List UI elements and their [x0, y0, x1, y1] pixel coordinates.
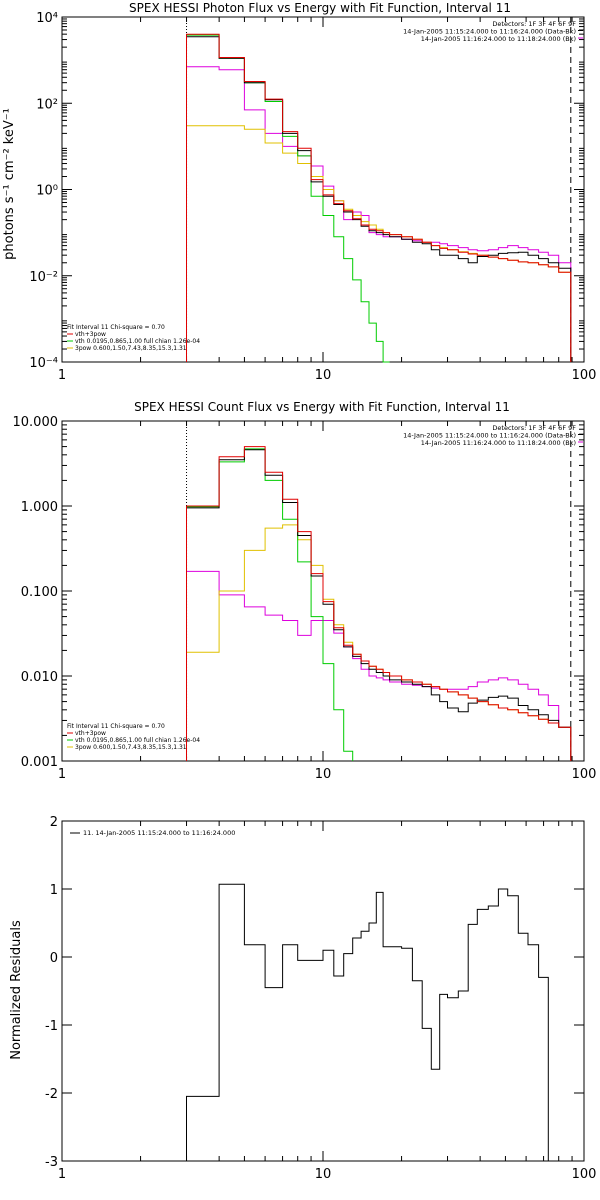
y-tick-label: -2 — [45, 1087, 58, 1102]
y-tick-label: 0.010 — [21, 670, 58, 685]
y-tick-label: -3 — [45, 1155, 58, 1170]
x-tick-label: 1 — [58, 368, 66, 383]
y-tick-label: 10⁻² — [29, 270, 58, 285]
x-tick-label: 100 — [572, 767, 597, 782]
y-tick-label: 10² — [36, 97, 58, 112]
count-flux-legend: Fit Interval 11 Chi-square = 0.70vth+3po… — [67, 723, 200, 751]
y-tick-label: 2 — [50, 815, 58, 830]
photon-flux-title: SPEX HESSI Photon Flux vs Energy with Fi… — [129, 1, 511, 15]
series-bk — [186, 570, 572, 761]
y-tick-label: -1 — [45, 1019, 58, 1034]
series-3pow — [186, 524, 572, 761]
legend-entry: vth+3pow — [75, 331, 106, 338]
residuals-legend: 11. 14-Jan-2005 11:15:24.000 to 11:16:24… — [70, 829, 235, 837]
series-residuals — [186, 883, 571, 1162]
series-vth-3pow — [186, 33, 572, 362]
y-tick-label: 10⁻⁴ — [29, 356, 58, 371]
plot-frame — [61, 820, 585, 1162]
header-line: 14-Jan-2005 11:16:24.000 to 11:18:24.000… — [421, 439, 576, 447]
header-line: 14-Jan-2005 11:15:24.000 to 11:16:24.000… — [403, 432, 576, 440]
x-tick-label: 10 — [315, 767, 332, 782]
series-data-bk — [186, 449, 572, 761]
y-tick-label: 0.001 — [21, 755, 58, 770]
series-data-bk — [186, 36, 572, 362]
series-vth-3pow — [186, 446, 572, 761]
count-flux-panel: SPEX HESSI Count Flux vs Energy with Fit… — [13, 400, 597, 782]
legend-entry: Fit Interval 11 Chi-square = 0.70 — [67, 723, 165, 730]
x-tick-label: 100 — [572, 368, 597, 383]
y-tick-label: 10⁴ — [36, 11, 58, 26]
count-flux-title: SPEX HESSI Count Flux vs Energy with Fit… — [134, 400, 510, 414]
residuals-panel: 11. 14-Jan-2005 11:15:24.000 to 11:16:24… — [9, 815, 596, 1182]
photon-flux-y-axis-label: photons s⁻¹ cm⁻² keV⁻¹ — [2, 108, 17, 260]
x-tick-label: 1 — [58, 1167, 66, 1182]
legend-entry: Fit Interval 11 Chi-square = 0.70 — [67, 324, 165, 331]
legend-entry: 11. 14-Jan-2005 11:15:24.000 to 11:16:24… — [83, 829, 235, 837]
y-tick-label: 1 — [50, 883, 58, 898]
header-line: Detectors: 1F 3F 4F 6F 9F — [492, 20, 576, 28]
header-line: 14-Jan-2005 11:15:24.000 to 11:16:24.000… — [403, 28, 576, 36]
series-bk — [186, 66, 572, 362]
y-tick-label: 0 — [50, 951, 58, 966]
y-tick-label: 10.000 — [13, 415, 59, 430]
legend-entry: vth+3pow — [75, 730, 106, 737]
header-line: 14-Jan-2005 11:16:24.000 to 11:18:24.000… — [421, 35, 576, 43]
residuals-y-axis-label: Normalized Residuals — [9, 920, 24, 1060]
legend-entry: vth 0.0195,0.865,1.00 full chian 1.26e-0… — [75, 737, 200, 744]
series-3pow — [186, 125, 572, 362]
legend-entry: 3pow 0.600,1.50,7.43,8.35,15.3,1.31 — [75, 345, 187, 352]
y-tick-label: 1.000 — [21, 500, 58, 515]
x-tick-label: 100 — [572, 1167, 597, 1182]
x-tick-label: 10 — [315, 368, 332, 383]
series-vth — [186, 34, 390, 363]
photon-flux-panel: SPEX HESSI Photon Flux vs Energy with Fi… — [2, 1, 596, 383]
legend-entry: vth 0.0195,0.865,1.00 full chian 1.26e-0… — [75, 338, 200, 345]
header-line: Detectors: 1F 3F 4F 6F 9F — [492, 424, 576, 432]
y-tick-label: 0.100 — [21, 585, 58, 600]
legend-entry: 3pow 0.600,1.50,7.43,8.35,15.3,1.31 — [75, 744, 187, 751]
photon-flux-legend: Fit Interval 11 Chi-square = 0.70vth+3po… — [67, 324, 200, 352]
x-tick-label: 1 — [58, 767, 66, 782]
x-tick-label: 10 — [315, 1167, 332, 1182]
series-vth — [186, 448, 354, 761]
y-tick-label: 10⁰ — [36, 184, 58, 199]
